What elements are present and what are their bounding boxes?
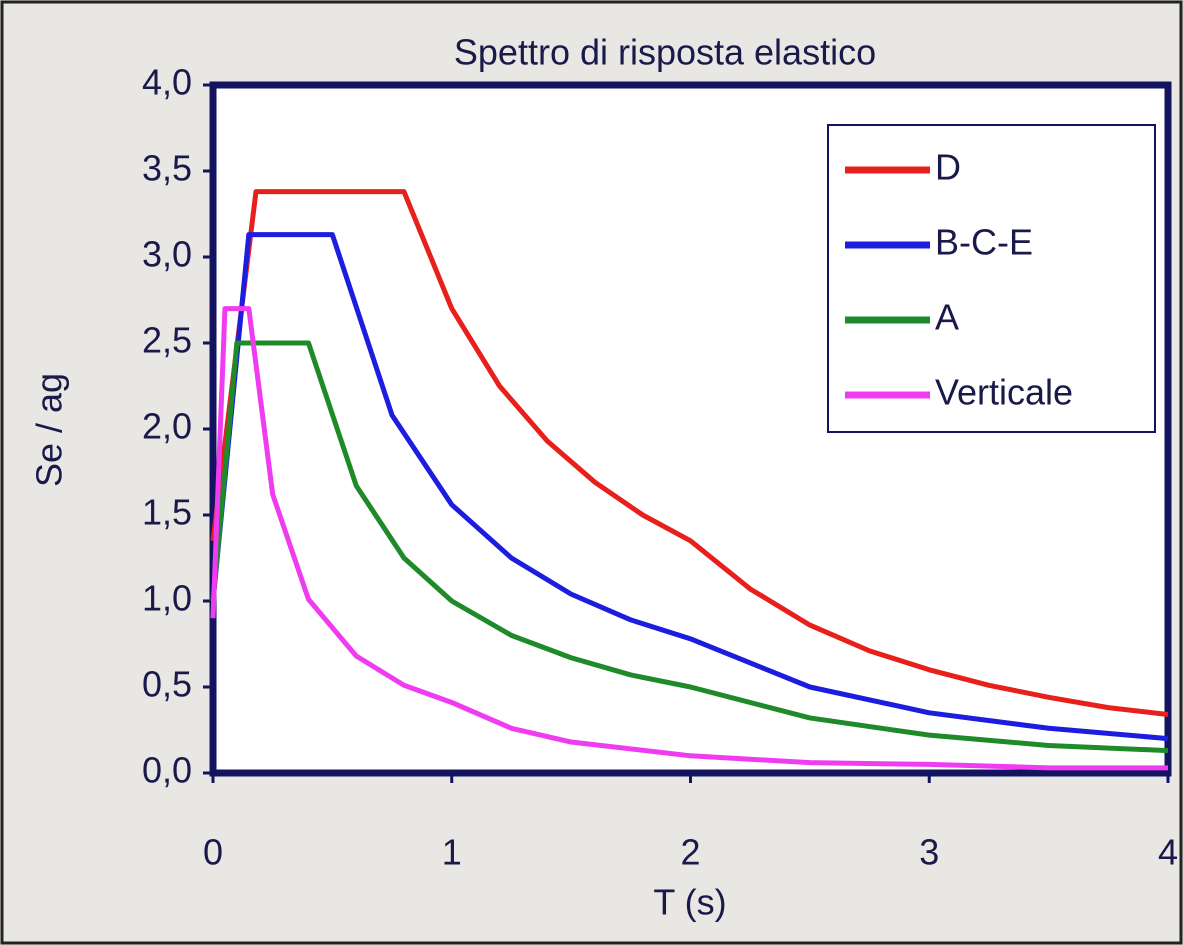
series-line bbox=[210, 340, 1169, 754]
legend-label: D bbox=[935, 147, 961, 188]
x-tick-label: 0 bbox=[203, 832, 223, 873]
legend-label: B-C-E bbox=[935, 222, 1033, 263]
series-line bbox=[210, 232, 1169, 742]
legend-label: A bbox=[935, 297, 959, 338]
y-tick-label: 4,0 bbox=[142, 62, 192, 103]
y-tick-label: 3,0 bbox=[142, 234, 192, 275]
y-tick-label: 0,5 bbox=[142, 664, 192, 705]
chart-title: Spettro di risposta elastico bbox=[454, 32, 876, 73]
y-axis-label: Se / ag bbox=[29, 373, 70, 487]
y-tick-label: 0,0 bbox=[142, 750, 192, 791]
y-tick-label: 2,5 bbox=[142, 320, 192, 361]
series-line bbox=[210, 306, 1168, 771]
legend-box bbox=[827, 124, 1156, 433]
legend-label: Verticale bbox=[935, 372, 1073, 413]
x-tick-label: 1 bbox=[442, 832, 462, 873]
y-tick-label: 1,5 bbox=[142, 492, 192, 533]
x-tick-label: 3 bbox=[919, 832, 939, 873]
x-tick-label: 2 bbox=[680, 832, 700, 873]
x-axis-label: T (s) bbox=[653, 882, 726, 923]
x-tick-label: 4 bbox=[1158, 832, 1178, 873]
y-tick-label: 2,0 bbox=[142, 406, 192, 447]
series-line bbox=[210, 189, 1169, 718]
y-tick-label: 1,0 bbox=[142, 578, 192, 619]
y-tick-label: 3,5 bbox=[142, 148, 192, 189]
